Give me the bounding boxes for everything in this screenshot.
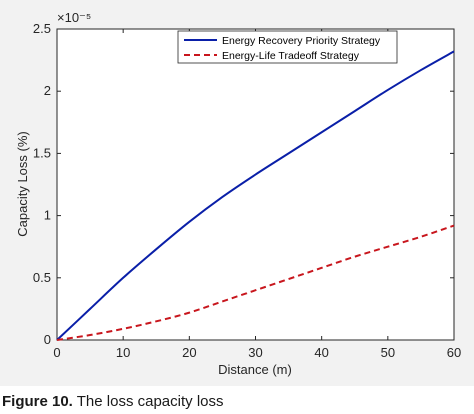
y-tick-label: 1.5 xyxy=(33,145,51,160)
y-tick-label: 2.5 xyxy=(33,21,51,36)
legend-box xyxy=(177,30,398,64)
plot-area xyxy=(56,28,455,341)
y-axis-label: Capacity Loss (%) xyxy=(15,131,30,236)
x-tick-label: 20 xyxy=(182,345,196,360)
series-line-1 xyxy=(56,224,455,341)
caption-text: The loss capacity loss xyxy=(76,393,224,410)
x-tick-label: 50 xyxy=(381,345,395,360)
x-tick-label: 40 xyxy=(314,345,328,360)
x-tick-label: 0 xyxy=(53,345,60,360)
legend-label-energy-life: Energy-Life Tradeoff Strategy xyxy=(222,50,360,62)
figure-caption: Figure 10. The loss capacity loss xyxy=(2,393,472,414)
axis-ticks: 0 10 20 30 40 50 60 0 0.5 1 1.5 2 2.5 xyxy=(33,21,461,360)
legend-label-energy-recovery: Energy Recovery Priority Strategy xyxy=(222,35,381,47)
line-chart: 0 10 20 30 40 50 60 0 0.5 1 1.5 2 2.5 ×10⁻⁵ Distance… xyxy=(15,10,461,377)
x-axis-label: Distance (m) xyxy=(218,362,292,377)
series-layer xyxy=(56,50,455,341)
x-tick-label: 60 xyxy=(447,345,461,360)
figure-panel: 0 10 20 30 40 50 60 0 0.5 1 1.5 2 2.5 ×10⁻⁵ Distance… xyxy=(0,0,474,386)
caption-label: Figure 10. xyxy=(2,393,73,410)
x-tick-label: 30 xyxy=(248,345,262,360)
series-line-0 xyxy=(56,50,455,341)
y-tick-label: 2 xyxy=(44,83,51,98)
y-tick-label: 0.5 xyxy=(33,270,51,285)
x-tick-label: 10 xyxy=(116,345,130,360)
y-tick-label: 1 xyxy=(44,208,51,223)
legend: Energy Recovery Priority Strategy Energy… xyxy=(177,30,398,64)
y-axis-multiplier: ×10⁻⁵ xyxy=(57,10,91,25)
y-tick-label: 0 xyxy=(44,332,51,347)
